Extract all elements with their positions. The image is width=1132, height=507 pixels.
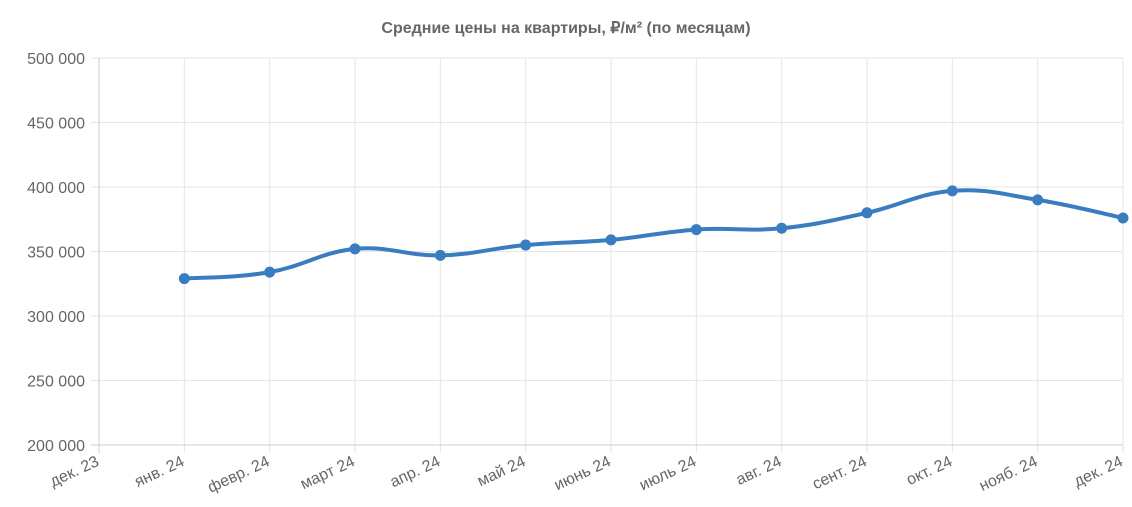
- data-point: [690, 224, 702, 236]
- x-tick-label: июль 24: [637, 453, 699, 494]
- x-tick-label: авг. 24: [734, 453, 785, 489]
- y-tick-label: 200 000: [27, 438, 85, 455]
- data-point: [434, 249, 446, 261]
- data-point: [349, 243, 361, 255]
- data-point: [946, 185, 958, 197]
- data-point: [776, 222, 788, 234]
- x-tick-label: окт. 24: [904, 453, 955, 489]
- x-tick-label: дек. 24: [1071, 453, 1125, 490]
- x-tick-label: сент. 24: [810, 453, 870, 493]
- x-tick-label: дек. 23: [47, 453, 101, 490]
- x-tick-label: апр. 24: [388, 453, 443, 491]
- x-tick-label: март 24: [298, 453, 358, 493]
- y-tick-label: 500 000: [27, 51, 85, 68]
- data-point: [178, 273, 190, 285]
- data-point: [861, 207, 873, 219]
- series-line: [182, 188, 1125, 281]
- chart-title: Средние цены на квартиры, ₽/м² (по месяц…: [381, 20, 751, 37]
- data-point: [605, 234, 617, 246]
- data-point: [520, 239, 532, 251]
- x-tick-label: февр. 24: [205, 453, 272, 496]
- data-point: [264, 266, 276, 278]
- y-tick-label: 300 000: [27, 309, 85, 326]
- data-point: [1032, 194, 1044, 206]
- y-tick-label: 400 000: [27, 180, 85, 197]
- y-tick-label: 350 000: [27, 245, 85, 262]
- x-tick-label: май 24: [475, 453, 529, 490]
- y-tick-label: 450 000: [27, 116, 85, 133]
- x-tick-label: июнь 24: [552, 453, 614, 494]
- y-tick-label: 250 000: [27, 374, 85, 391]
- x-tick-label: нояб. 24: [977, 453, 1041, 495]
- x-tick-label: янв. 24: [132, 453, 187, 491]
- data-point: [1117, 212, 1129, 224]
